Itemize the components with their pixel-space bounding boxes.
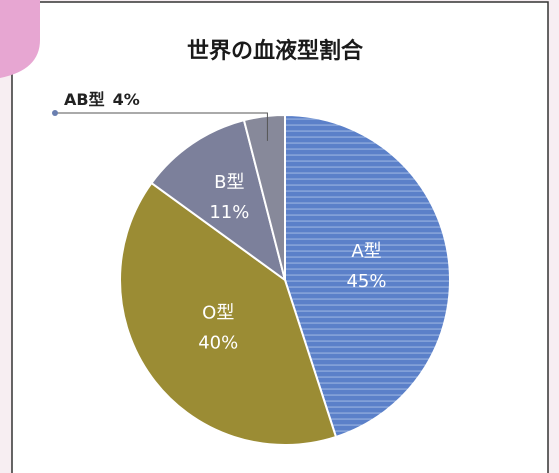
outer-value: 4% (113, 90, 140, 109)
slice-category: O型 (202, 302, 234, 323)
slice-category: A型 (351, 241, 381, 262)
outer-category: AB型 (64, 90, 105, 109)
pie-slice (284, 113, 451, 439)
outer-label: AB型 4% (64, 90, 140, 109)
slice-category: B型 (214, 172, 244, 193)
slice-label: 11% (209, 202, 249, 223)
slice-label: 45% (346, 271, 386, 292)
corner-tab (0, 0, 40, 78)
chart-title: 世界の血液型割合 (187, 38, 364, 64)
leader-dot (52, 110, 58, 116)
pie-slice (119, 181, 338, 446)
slice-label: 40% (198, 332, 238, 353)
leader-line (55, 112, 268, 141)
pie-slice (150, 118, 287, 283)
pie-slice (242, 113, 286, 281)
